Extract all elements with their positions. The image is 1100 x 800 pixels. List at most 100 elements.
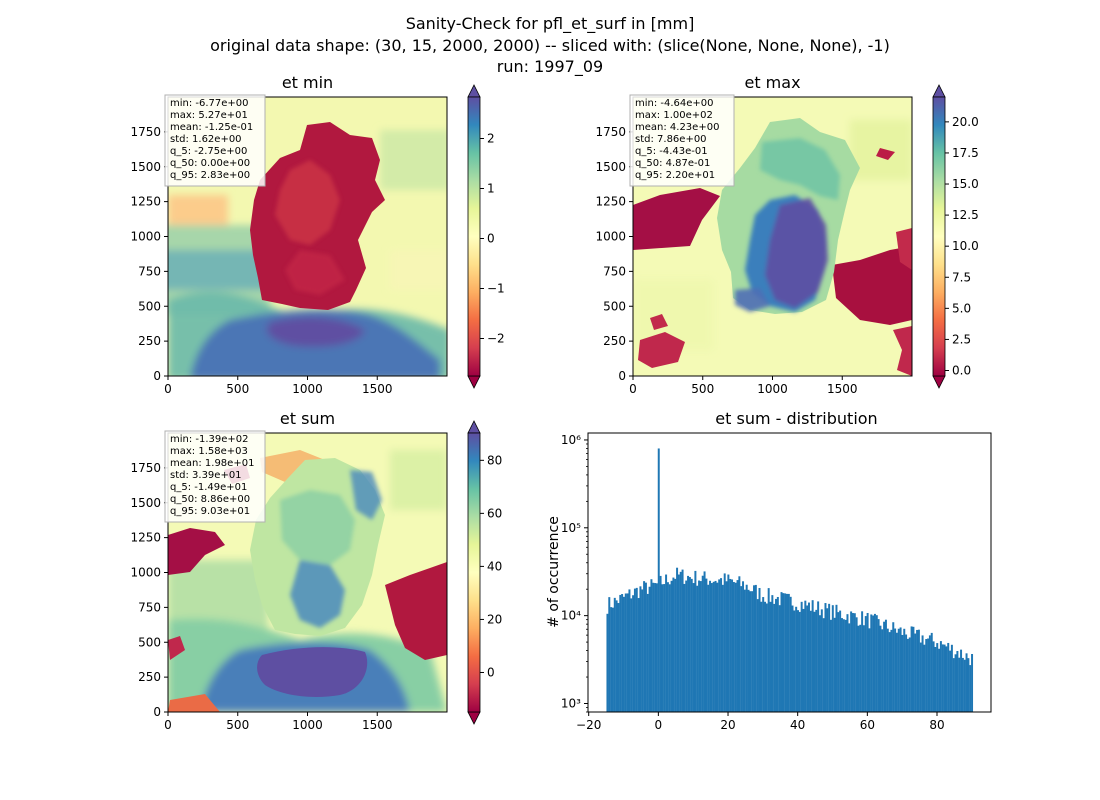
colorbar-gradient bbox=[932, 96, 946, 377]
stats-line: mean: 1.98e+01 bbox=[170, 458, 254, 469]
histogram-bar bbox=[723, 573, 726, 712]
histogram-bar bbox=[822, 618, 825, 712]
histogram-bar bbox=[703, 571, 706, 712]
figure-title-line-2: original data shape: (30, 15, 2000, 2000… bbox=[210, 36, 890, 55]
x-tick-label: 0 bbox=[655, 718, 663, 732]
histogram-bar bbox=[736, 580, 739, 712]
x-axis: 0 500 1000 1500 bbox=[164, 376, 393, 396]
histogram-bar bbox=[958, 657, 961, 712]
histogram-bar bbox=[899, 627, 902, 712]
histogram-bar bbox=[628, 589, 631, 712]
histogram-bar bbox=[846, 614, 849, 712]
y-tick-label: 0 bbox=[153, 705, 161, 719]
histogram-bar bbox=[677, 574, 680, 712]
histogram-bar bbox=[840, 618, 843, 712]
histogram-bar bbox=[729, 578, 732, 712]
histogram-bar bbox=[835, 604, 838, 712]
y-tick-label: 250 bbox=[603, 334, 626, 348]
stats-line: std: 3.39e+01 bbox=[170, 470, 242, 481]
histogram-bar bbox=[674, 578, 677, 712]
histogram-bar bbox=[859, 624, 862, 712]
histogram-bar bbox=[883, 621, 886, 712]
panel-title: et sum bbox=[280, 409, 335, 428]
histogram-bar bbox=[839, 610, 842, 712]
histogram-bar bbox=[624, 593, 627, 712]
histogram-bar bbox=[967, 658, 970, 712]
histogram-bar bbox=[681, 569, 684, 712]
histogram-bar bbox=[670, 580, 673, 712]
histogram-bar bbox=[734, 582, 737, 712]
stats-line: mean: -1.25e-01 bbox=[170, 122, 253, 133]
histogram-bar bbox=[798, 611, 801, 712]
y-tick-label: 10⁵ bbox=[561, 521, 581, 535]
histogram-bar bbox=[800, 601, 803, 712]
histogram-bar bbox=[815, 609, 818, 712]
histogram-bar bbox=[938, 648, 941, 712]
histogram-bar bbox=[661, 584, 664, 712]
histogram-bar bbox=[960, 649, 963, 712]
histogram-bar bbox=[888, 632, 891, 712]
histogram-bar bbox=[943, 644, 946, 712]
histogram-bar bbox=[773, 603, 776, 712]
colorbar-tick-label: 0 bbox=[487, 232, 495, 246]
histogram-bar bbox=[831, 605, 834, 712]
y-tick-label: 1250 bbox=[595, 195, 626, 209]
y-tick-label: 1000 bbox=[130, 230, 161, 244]
histogram-bar bbox=[793, 610, 796, 712]
x-axis: −20 0 20 40 60 80 bbox=[576, 712, 945, 732]
histogram-bar bbox=[925, 639, 928, 712]
histogram-bar bbox=[923, 644, 926, 712]
histogram-bar bbox=[633, 588, 636, 712]
x-tick-label: 500 bbox=[226, 718, 249, 732]
histogram-bar bbox=[710, 583, 713, 712]
histogram-bar bbox=[679, 571, 682, 712]
histogram-bar bbox=[769, 601, 772, 712]
histogram-bar bbox=[622, 596, 625, 712]
x-tick-label: 0 bbox=[629, 382, 637, 396]
y-tick-label: 1000 bbox=[130, 566, 161, 580]
stats-line: q_50: 4.87e-01 bbox=[635, 158, 710, 169]
stats-line: max: 1.00e+02 bbox=[635, 110, 713, 121]
histogram-bar bbox=[611, 607, 614, 712]
histogram-bar bbox=[866, 612, 869, 712]
histogram-bar bbox=[927, 638, 930, 712]
histogram-bar bbox=[617, 603, 620, 712]
histogram-bar bbox=[635, 587, 638, 712]
histogram-bar bbox=[709, 580, 712, 712]
colorbar-tick-label: 7.5 bbox=[952, 270, 971, 284]
histogram-bar bbox=[648, 586, 651, 712]
y-tick-label: 0 bbox=[153, 369, 161, 383]
colorbar-extend-min bbox=[467, 375, 481, 389]
y-tick-label: 1500 bbox=[130, 160, 161, 174]
histogram-bar bbox=[606, 613, 609, 712]
histogram-bar bbox=[950, 644, 953, 712]
stats-line: min: -1.39e+02 bbox=[170, 434, 249, 445]
y-tick-label: 1750 bbox=[130, 125, 161, 139]
histogram-bar bbox=[780, 592, 783, 712]
histogram-bar bbox=[663, 584, 666, 712]
histogram-bar bbox=[699, 581, 702, 712]
colorbar-extend-max bbox=[932, 84, 946, 98]
histogram-bar bbox=[919, 642, 922, 712]
histogram-bar bbox=[751, 591, 754, 712]
histogram-bar bbox=[615, 600, 618, 712]
colorbar-tick-label: 0.0 bbox=[952, 363, 971, 377]
histogram-bar bbox=[696, 585, 699, 712]
histogram-bar bbox=[643, 581, 646, 712]
histogram-bar bbox=[712, 581, 715, 712]
x-tick-label: 500 bbox=[226, 382, 249, 396]
histogram-bar bbox=[828, 603, 831, 712]
histogram-bar bbox=[767, 588, 770, 712]
histogram-bar bbox=[906, 638, 909, 712]
colorbar-tick-label: 0 bbox=[487, 665, 495, 679]
histogram-bar bbox=[910, 626, 913, 712]
histogram-bar bbox=[945, 646, 948, 712]
histogram-bar bbox=[932, 641, 935, 712]
colorbar-tick-label: 1 bbox=[487, 182, 495, 196]
histogram-bar bbox=[890, 629, 893, 712]
y-tick-label: 750 bbox=[138, 600, 161, 614]
histogram-bar bbox=[641, 589, 644, 712]
x-axis: 0 500 1000 1500 bbox=[164, 712, 393, 732]
